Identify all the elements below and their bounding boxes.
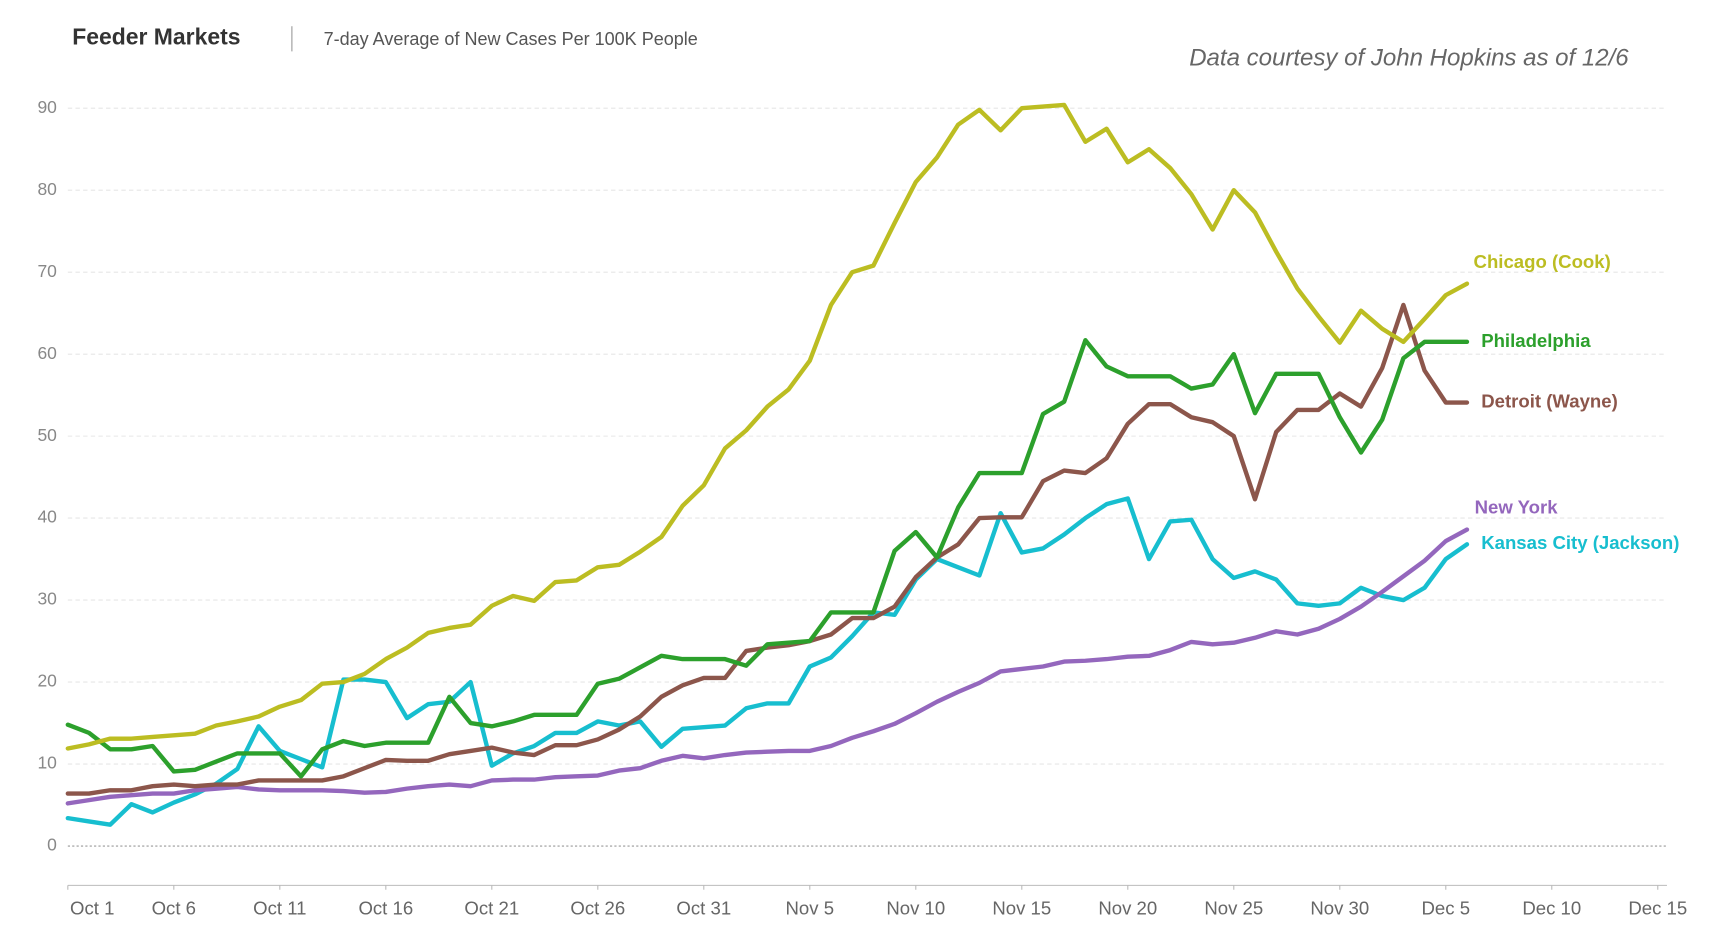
y-tick-label: 30 xyxy=(37,589,57,609)
x-tick-label: Oct 16 xyxy=(358,897,413,918)
series-label: Philadelphia xyxy=(1481,330,1591,351)
x-tick-label: Nov 30 xyxy=(1310,897,1369,918)
x-tick-label: Oct 11 xyxy=(253,897,306,918)
annotation: Data courtesy of John Hopkins as of 12/6 xyxy=(1189,44,1629,71)
x-tick-label: Oct 26 xyxy=(570,897,625,918)
y-tick-label: 70 xyxy=(37,261,57,281)
x-tick-label: Nov 25 xyxy=(1204,897,1263,918)
y-tick-label: 90 xyxy=(37,97,57,117)
series-line xyxy=(65,338,1470,779)
y-tick-label: 60 xyxy=(37,343,57,363)
x-tick-label: Nov 20 xyxy=(1098,897,1157,918)
series-line xyxy=(65,527,1470,806)
series-line xyxy=(65,102,1470,751)
x-tick-label: Nov 5 xyxy=(786,897,835,918)
x-tick-label: Oct 1 xyxy=(70,897,114,918)
y-tick-label: 50 xyxy=(37,425,57,445)
y-tick-label: 10 xyxy=(37,753,57,773)
x-tick-label: Oct 6 xyxy=(152,897,196,918)
x-tick-label: Oct 31 xyxy=(676,897,731,918)
y-tick-label: 40 xyxy=(37,507,57,527)
series-label: Detroit (Wayne) xyxy=(1481,390,1618,411)
series-line xyxy=(65,302,1470,796)
x-tick-label: Dec 5 xyxy=(1422,897,1471,918)
chart-title: Feeder Markets xyxy=(72,23,240,49)
series-label: Chicago (Cook) xyxy=(1474,251,1611,272)
y-tick-label: 20 xyxy=(37,671,57,691)
series-label: New York xyxy=(1475,497,1559,518)
chart-subtitle: 7-day Average of New Cases Per 100K Peop… xyxy=(324,29,698,49)
x-tick-label: Dec 15 xyxy=(1628,897,1687,918)
series-line xyxy=(65,496,1470,827)
y-tick-label: 80 xyxy=(37,179,57,199)
series-label: Kansas City (Jackson) xyxy=(1481,532,1679,553)
x-tick-label: Oct 21 xyxy=(464,897,519,918)
y-tick-label: 0 xyxy=(47,835,57,855)
x-tick-label: Nov 10 xyxy=(886,897,945,918)
x-tick-label: Dec 10 xyxy=(1522,897,1581,918)
x-tick-label: Nov 15 xyxy=(992,897,1051,918)
